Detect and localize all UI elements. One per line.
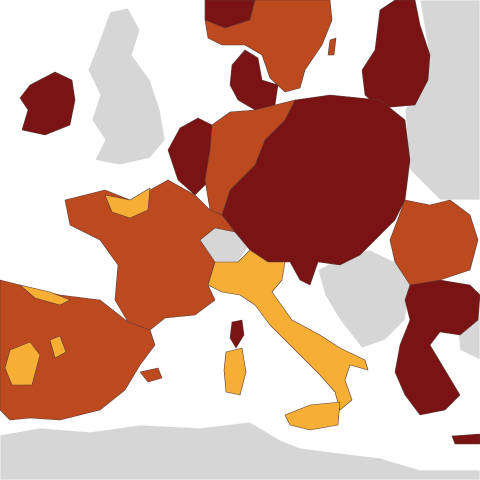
greece-bulgaria <box>394 279 480 416</box>
germany <box>204 99 296 216</box>
iberia <box>0 279 156 421</box>
uk <box>87 7 166 166</box>
north-africa <box>0 421 480 480</box>
sardinia <box>223 347 247 396</box>
sicily <box>284 401 341 431</box>
gotland <box>327 37 337 56</box>
normandy <box>104 187 151 219</box>
ireland <box>19 71 76 136</box>
balearic <box>139 367 163 383</box>
denmark <box>229 49 279 111</box>
spain-patch <box>49 335 67 359</box>
madrid <box>4 341 41 386</box>
finland-baltics <box>361 0 431 109</box>
north-spain <box>19 284 71 306</box>
crete <box>451 433 480 445</box>
norway-sweden <box>204 0 333 93</box>
italy <box>207 249 369 411</box>
corsica <box>229 319 245 349</box>
romania <box>389 199 479 286</box>
